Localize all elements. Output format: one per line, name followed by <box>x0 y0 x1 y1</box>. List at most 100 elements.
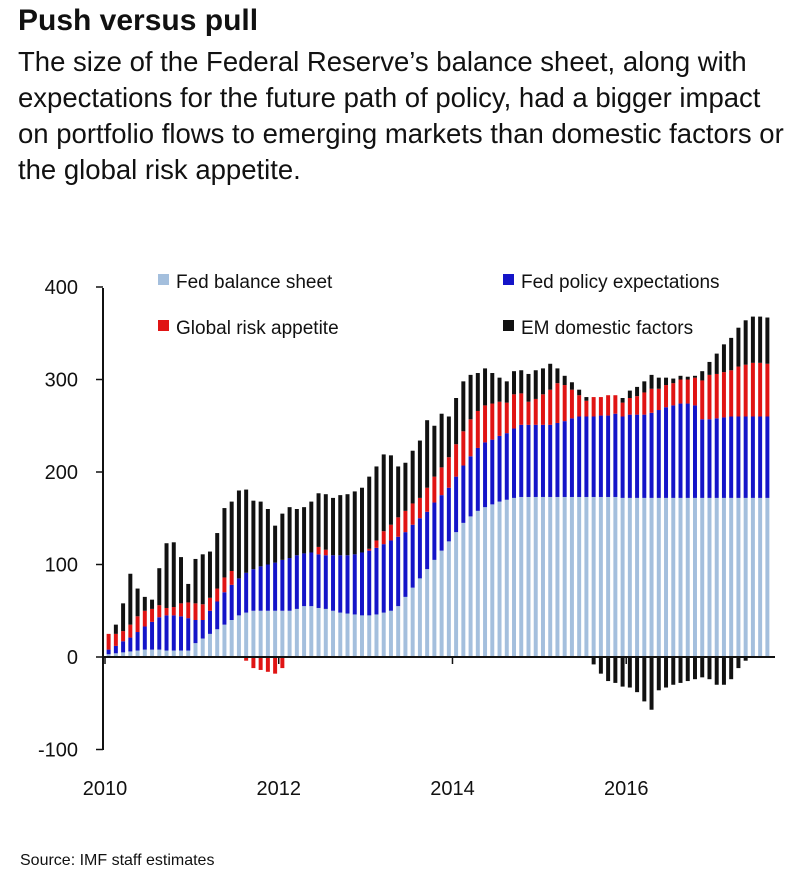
bar-segment-negative <box>251 657 256 669</box>
bar-segment <box>533 496 538 657</box>
bar-segment <box>287 610 292 657</box>
bar-segment <box>721 344 726 373</box>
bar-segment <box>439 467 444 496</box>
bar-segment <box>497 401 502 436</box>
stacked-bar-chart: Fed balance sheet Fed policy expectation… <box>38 272 775 800</box>
bar-segment <box>244 489 249 573</box>
bar-segment <box>446 457 451 488</box>
bar-segment <box>649 374 654 389</box>
bar-segment <box>454 532 459 658</box>
bar-segment <box>750 416 755 498</box>
bar-segment <box>280 559 285 611</box>
bar-segment <box>642 497 647 657</box>
bar-segment <box>577 389 582 396</box>
bar-segment-negative <box>721 657 726 685</box>
bar-segment <box>512 497 516 657</box>
bar-segment <box>200 604 205 620</box>
bar-segment <box>577 395 582 417</box>
bar-segment <box>736 366 741 417</box>
bar-segment <box>519 370 524 394</box>
bar-segment <box>265 610 270 657</box>
bar-segment <box>743 497 748 657</box>
bar-segment <box>642 392 647 415</box>
bar-segment <box>707 497 712 657</box>
bar-segment <box>497 377 502 402</box>
bar-segment <box>106 654 111 658</box>
bar-segment <box>519 424 524 497</box>
x-tick-label: 2010 <box>83 778 128 800</box>
bar-segment <box>215 629 220 657</box>
bar-segment <box>157 649 162 657</box>
bar-segment <box>287 507 292 559</box>
bar-segment <box>620 398 625 403</box>
bar-segment <box>150 621 155 650</box>
bar-segment <box>519 393 524 425</box>
x-tick-label: 2014 <box>430 778 475 800</box>
bar-segment <box>490 439 495 505</box>
bar-segment <box>403 532 408 597</box>
bar-segment <box>721 372 726 418</box>
bar-segment <box>258 501 263 567</box>
bar-segment <box>664 385 669 408</box>
bar-segment <box>128 637 133 652</box>
bar-segment <box>533 424 538 497</box>
bar-segment <box>461 465 466 523</box>
bar-segment-negative <box>736 657 741 669</box>
bar-segment-negative <box>265 657 270 672</box>
bar-segment <box>569 418 574 497</box>
bar-segment <box>280 610 285 657</box>
bar-segment <box>338 495 343 556</box>
bar-segment <box>186 650 191 657</box>
bar-segment <box>251 610 256 657</box>
bar-segment <box>497 435 502 502</box>
bar-segment <box>273 525 278 563</box>
bar-segment <box>396 536 401 607</box>
bar-segment <box>613 395 618 414</box>
bar-segment <box>388 455 393 525</box>
bar-segment <box>265 564 270 611</box>
bar-segment <box>519 496 524 657</box>
bar-segment <box>352 491 357 555</box>
bar-segment <box>396 606 401 658</box>
bar-segment <box>251 569 256 611</box>
bar-segment <box>490 373 495 404</box>
bar-segment <box>222 624 227 658</box>
bar-segment <box>483 507 488 657</box>
bar-segment <box>504 499 509 657</box>
bar-segment <box>678 375 683 380</box>
bar-segment <box>403 596 408 658</box>
legend-label-fed-balance-sheet: Fed balance sheet <box>176 272 333 293</box>
bar-segment <box>106 633 111 650</box>
bar-segment <box>569 382 574 390</box>
bar-segment <box>425 420 430 488</box>
bar-segment <box>642 381 647 393</box>
bar-segment <box>758 416 763 498</box>
bar-segment <box>606 395 611 416</box>
bar-segment <box>620 416 625 498</box>
bar-segment <box>164 650 169 657</box>
bar-segment <box>200 620 205 639</box>
bar-segment <box>598 496 603 657</box>
bar-segment <box>743 416 748 498</box>
bar-segment <box>113 624 118 634</box>
bar-segment <box>758 497 763 657</box>
bar-segment <box>635 497 640 657</box>
bar-segment <box>432 425 437 477</box>
bar-segment <box>714 497 719 657</box>
bar-segment <box>598 415 603 497</box>
bar-segment <box>700 371 705 381</box>
bar-segment <box>562 375 567 386</box>
bar-segment <box>417 518 422 579</box>
bar-segment <box>157 617 162 650</box>
bar-segment <box>403 462 408 511</box>
bar-segment <box>606 496 611 657</box>
bar-segment-negative <box>280 657 285 669</box>
bar-segment <box>461 431 466 466</box>
bar-segment <box>316 493 321 547</box>
bar-segment <box>555 422 560 497</box>
bar-segment <box>721 497 726 657</box>
y-tick-label: 200 <box>45 462 78 484</box>
bar-segment <box>410 524 415 588</box>
bar-segment <box>128 651 133 657</box>
bar-segment <box>215 588 220 602</box>
